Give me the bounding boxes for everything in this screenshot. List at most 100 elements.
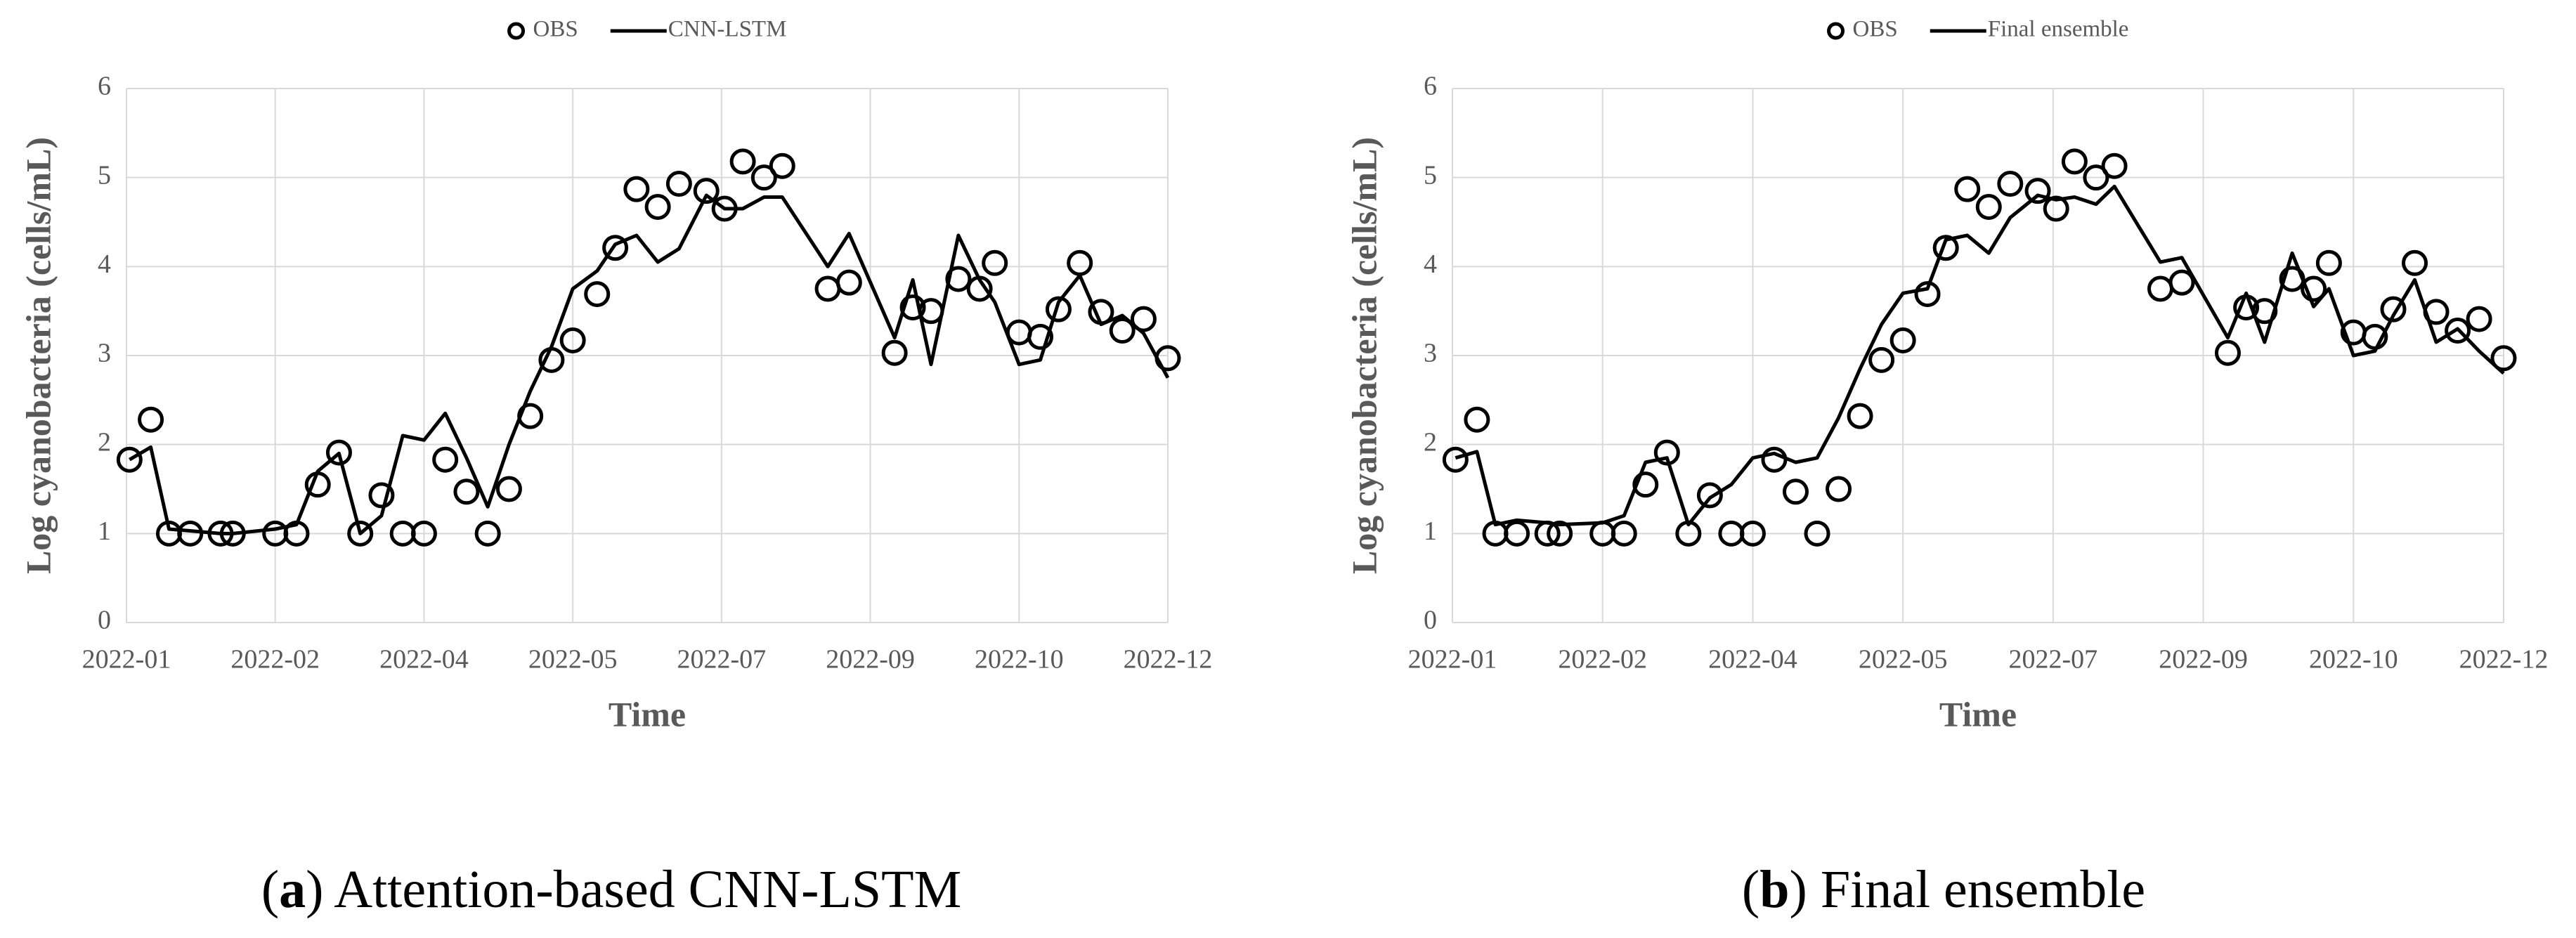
x-tick-label: 2022-04 — [1708, 645, 1797, 675]
series-line — [129, 193, 1170, 535]
obs-marker — [623, 176, 650, 202]
obs-marker — [602, 235, 629, 261]
x-tick-label: 2022-05 — [1859, 645, 1948, 675]
x-tick-label: 2022-10 — [2309, 645, 2398, 675]
legend-marker — [1827, 22, 1845, 40]
y-axis-title: Log cyanobacteria (cells/mL) — [1344, 137, 1384, 574]
y-tick-label: 5 — [98, 160, 111, 190]
obs-marker — [750, 164, 777, 191]
y-tick-label: 2 — [98, 427, 111, 457]
obs-marker — [1782, 478, 1809, 505]
obs-marker — [1826, 476, 1852, 502]
obs-marker — [2301, 275, 2327, 302]
obs-marker — [453, 478, 480, 505]
y-tick-label: 2 — [1424, 427, 1437, 457]
legend-label: CNN-LSTM — [668, 17, 787, 42]
y-tick-label: 1 — [1424, 516, 1437, 546]
obs-marker — [410, 520, 437, 547]
legend-label: Final ensemble — [1988, 17, 2129, 42]
obs-marker — [1932, 235, 1959, 261]
y-tick-label: 1 — [98, 516, 111, 546]
caption-part: a — [279, 860, 306, 919]
y-tick-label: 0 — [98, 606, 111, 635]
obs-marker — [945, 266, 972, 292]
obs-marker — [325, 439, 352, 466]
y-tick-label: 6 — [98, 72, 111, 101]
y-tick-label: 5 — [1424, 160, 1437, 190]
obs-marker — [1954, 176, 1981, 202]
chart: 0 1 2 3 4 5 6 2022-01 2022-02 2022-04 2022-05 2022-… — [18, 17, 1212, 920]
legend-label: OBS — [1853, 17, 1898, 42]
x-tick-label: 2022-10 — [975, 645, 1064, 675]
obs-marker — [474, 520, 501, 547]
x-tick-label: 2022-05 — [528, 645, 618, 675]
x-tick-label: 2022-09 — [826, 645, 915, 675]
series-line — [1455, 184, 2505, 527]
y-tick-label: 6 — [1424, 72, 1437, 101]
chart: 0 1 2 3 4 5 6 2022-01 2022-02 2022-04 2022-05 2022-… — [1344, 17, 2548, 920]
obs-marker — [1804, 520, 1830, 547]
x-axis-title: Time — [1939, 694, 2017, 734]
x-axis-title: Time — [609, 694, 686, 734]
obs-marker — [584, 281, 611, 308]
obs-marker — [1914, 281, 1941, 308]
obs-marker — [2380, 296, 2407, 323]
obs-marker — [835, 269, 862, 296]
obs-marker — [1847, 403, 1873, 429]
caption-part: b — [1759, 860, 1789, 919]
obs-marker — [1739, 520, 1766, 547]
obs-marker — [1889, 327, 1916, 353]
obs-marker — [1868, 346, 1895, 373]
obs-marker — [1504, 520, 1530, 547]
obs-marker — [368, 482, 395, 509]
obs-marker — [1045, 296, 1072, 323]
x-tick-label: 2022-02 — [230, 645, 320, 675]
x-tick-label: 2022-09 — [2159, 645, 2248, 675]
obs-marker — [1975, 193, 2002, 220]
obs-marker — [2083, 164, 2109, 191]
obs-marker — [1632, 471, 1659, 498]
legend-marker — [507, 22, 526, 40]
obs-marker — [881, 339, 908, 366]
y-tick-label: 3 — [1424, 339, 1437, 368]
obs-marker — [1109, 318, 1136, 344]
obs-marker — [2147, 275, 2174, 302]
obs-marker — [1442, 446, 1469, 473]
legend-label: OBS — [533, 17, 578, 42]
y-tick-label: 4 — [1424, 249, 1437, 279]
obs-marker — [1130, 306, 1157, 332]
obs-marker — [347, 520, 374, 547]
y-axis-title: Log cyanobacteria (cells/mL) — [18, 137, 58, 574]
x-tick-label: 2022-01 — [1408, 645, 1497, 675]
obs-marker — [2466, 306, 2492, 332]
obs-marker — [2315, 249, 2342, 276]
caption-part: ( — [1742, 860, 1759, 919]
obs-marker — [644, 193, 671, 220]
obs-marker — [1547, 520, 1573, 547]
caption: (b) Final ensemble — [1742, 860, 2145, 919]
obs-marker — [138, 406, 164, 433]
obs-marker — [116, 446, 143, 473]
x-tick-label: 2022-12 — [1124, 645, 1213, 675]
obs-marker — [1027, 323, 1054, 350]
obs-marker — [814, 275, 841, 302]
caption-part: ( — [261, 860, 279, 919]
obs-marker — [982, 249, 1008, 276]
obs-marker — [899, 294, 926, 321]
obs-marker — [2445, 318, 2471, 344]
obs-marker — [1997, 171, 2024, 197]
obs-marker — [432, 446, 459, 473]
obs-marker — [2043, 195, 2069, 222]
obs-marker — [693, 178, 720, 204]
legend: OBS Final ensemble — [1827, 17, 2129, 42]
y-tick-label: 4 — [98, 249, 111, 279]
x-tick-label: 2022-07 — [677, 645, 767, 675]
obs-marker — [2490, 345, 2517, 372]
obs-marker — [2214, 339, 2241, 366]
obs-marker — [495, 476, 522, 502]
caption: (a) Attention-based CNN-LSTM — [261, 860, 961, 919]
obs-marker — [769, 152, 795, 179]
obs-marker — [1653, 439, 1680, 466]
x-tick-label: 2022-02 — [1558, 645, 1647, 675]
